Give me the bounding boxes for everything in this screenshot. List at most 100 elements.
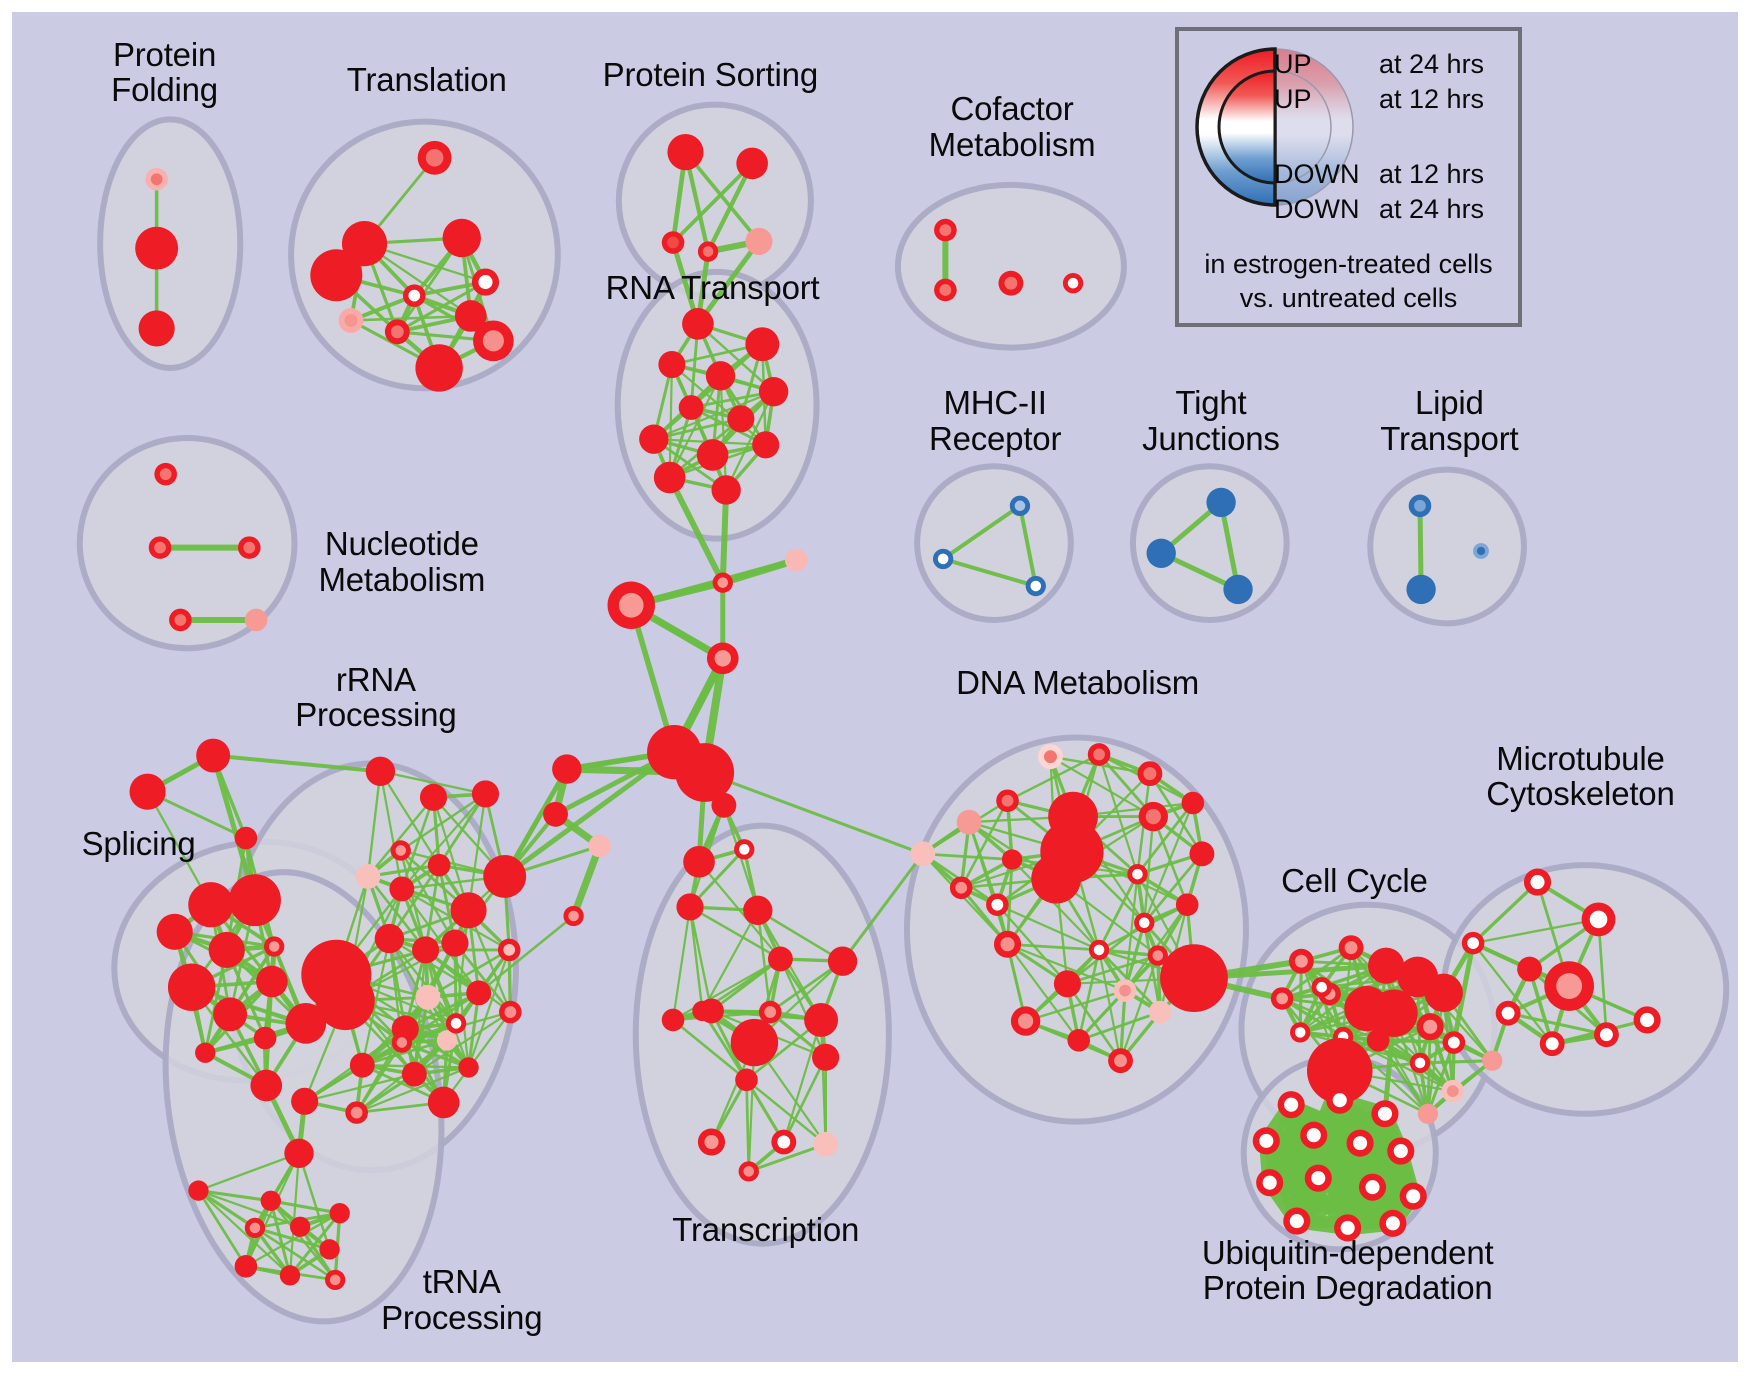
network-node[interactable] [993,930,1022,958]
network-node[interactable] [1009,495,1031,516]
network-node[interactable] [998,270,1024,296]
network-node[interactable] [1087,743,1111,766]
network-node[interactable] [1311,977,1332,998]
network-node[interactable] [1338,935,1364,961]
network-node[interactable] [1399,1182,1427,1210]
network-node[interactable] [1334,1214,1362,1242]
network-node[interactable] [1010,1006,1041,1036]
network-node[interactable] [148,536,172,559]
network-node[interactable] [1371,1100,1399,1128]
network-node[interactable] [195,1042,216,1063]
network-node[interactable] [1306,1038,1373,1104]
network-node[interactable] [1062,273,1084,294]
network-node[interactable] [436,1030,458,1051]
network-node[interactable] [1053,970,1081,998]
network-node[interactable] [1523,868,1552,896]
network-node[interactable] [711,792,737,818]
network-node[interactable] [256,965,288,998]
network-node[interactable] [678,395,704,420]
network-node[interactable] [563,905,584,927]
network-node[interactable] [683,845,715,878]
network-node[interactable] [1001,849,1023,870]
network-node[interactable] [758,376,789,407]
network-node[interactable] [169,608,192,632]
network-node[interactable] [345,1101,368,1124]
network-node[interactable] [1406,574,1436,605]
network-node[interactable] [473,320,514,362]
network-node[interactable] [812,1043,840,1071]
network-node[interactable] [389,876,415,902]
network-node[interactable] [415,984,441,1010]
network-node[interactable] [661,231,685,254]
network-node[interactable] [329,1203,350,1224]
network-node[interactable] [441,929,469,957]
network-node[interactable] [260,1190,281,1211]
network-node[interactable] [910,841,936,867]
network-node[interactable] [667,134,704,171]
network-node[interactable] [1424,973,1463,1013]
network-node[interactable] [1300,1121,1328,1149]
network-node[interactable] [244,1217,266,1239]
network-node[interactable] [315,971,375,1031]
network-node[interactable] [1113,979,1137,1002]
network-node[interactable] [466,980,492,1006]
network-node[interactable] [1288,948,1314,974]
network-node[interactable] [1517,956,1543,982]
network-node[interactable] [696,439,729,471]
network-node[interactable] [213,997,248,1032]
network-node[interactable] [391,1032,413,1053]
network-node[interactable] [374,923,405,954]
network-node[interactable] [934,278,957,302]
network-node[interactable] [279,1265,301,1286]
network-node[interactable] [319,1239,340,1260]
network-node[interactable] [552,754,582,784]
network-node[interactable] [349,1052,375,1078]
network-node[interactable] [697,241,719,262]
network-node[interactable] [1127,864,1148,885]
network-node[interactable] [471,268,500,296]
network-node[interactable] [1147,945,1168,966]
network-node[interactable] [1304,1164,1332,1192]
network-node[interactable] [949,876,973,900]
network-node[interactable] [138,310,175,347]
network-node[interactable] [711,475,741,505]
network-node[interactable] [1160,944,1228,1013]
network-node[interactable] [289,1216,311,1237]
network-node[interactable] [1409,1052,1431,1074]
network-node[interactable] [1148,1000,1172,1024]
network-node[interactable] [1256,1169,1284,1197]
network-node[interactable] [483,854,527,898]
network-node[interactable] [1283,1207,1311,1235]
network-node[interactable] [450,892,487,929]
network-node[interactable] [1441,1079,1465,1103]
network-node[interactable] [415,344,463,392]
network-node[interactable] [234,826,258,850]
network-node[interactable] [497,938,521,962]
network-node[interactable] [1189,841,1215,867]
network-node[interactable] [752,431,780,459]
network-node[interactable] [813,1131,839,1157]
network-node[interactable] [499,1000,522,1024]
network-node[interactable] [934,218,957,242]
network-node[interactable] [1594,1022,1619,1048]
network-node[interactable] [445,1013,467,1034]
network-node[interactable] [355,864,381,889]
network-node[interactable] [1223,574,1253,605]
network-node[interactable] [325,1269,346,1291]
network-node[interactable] [1137,761,1163,787]
network-node[interactable] [338,308,364,333]
network-node[interactable] [1379,1209,1407,1237]
network-node[interactable] [1581,902,1616,937]
network-node[interactable] [1108,1048,1133,1074]
network-node[interactable] [188,1180,209,1201]
network-node[interactable] [390,840,411,861]
network-node[interactable] [653,461,686,494]
network-node[interactable] [427,853,451,877]
network-node[interactable] [675,743,735,802]
network-node[interactable] [1031,853,1081,904]
network-node[interactable] [238,536,261,559]
network-node[interactable] [658,351,686,379]
network-node[interactable] [661,1008,685,1032]
network-node[interactable] [986,893,1009,916]
network-node[interactable] [692,1000,713,1022]
